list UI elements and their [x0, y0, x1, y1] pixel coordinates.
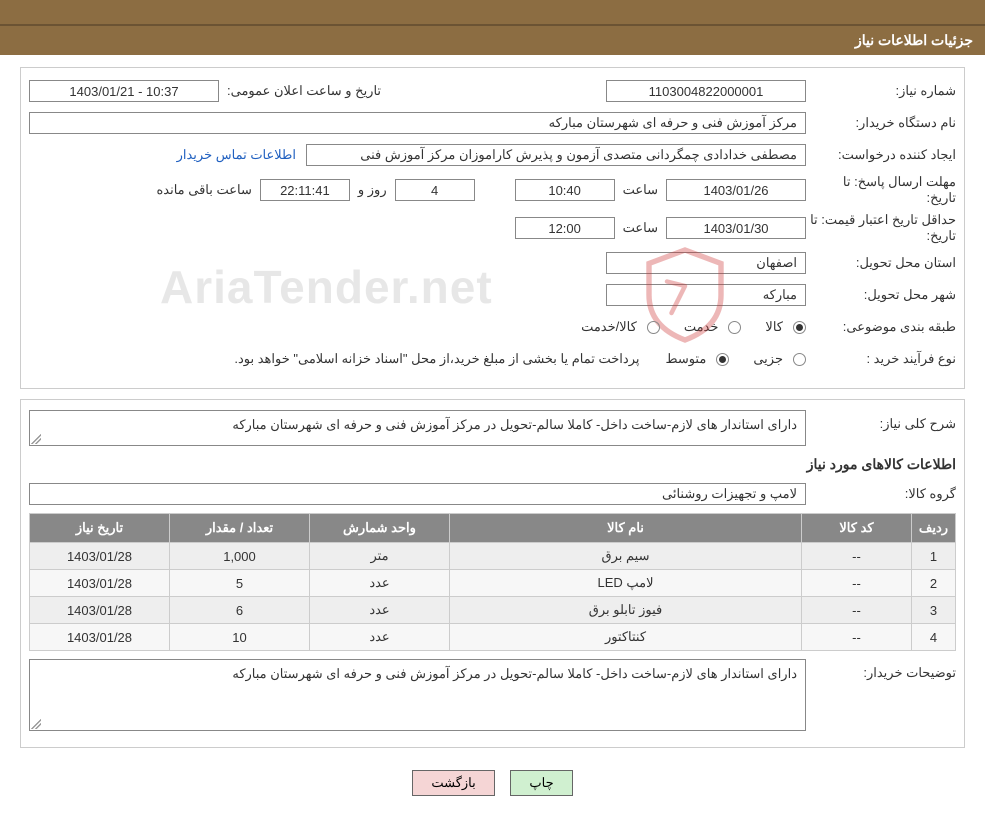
- need-number-field: 1103004822000001: [606, 80, 806, 102]
- category-label: طبقه بندی موضوعی:: [806, 319, 956, 335]
- table-cell: 1,000: [170, 543, 310, 570]
- table-cell: 4: [912, 624, 956, 651]
- buyer-field: مرکز آموزش فنی و حرفه ای شهرستان مبارکه: [29, 112, 806, 134]
- table-cell: عدد: [310, 597, 450, 624]
- buyer-label: نام دستگاه خریدار:: [806, 115, 956, 131]
- goods-heading: اطلاعات کالاهای مورد نیاز: [29, 456, 956, 473]
- buyer-notes-textarea[interactable]: دارای استاندار های لازم-ساخت داخل- کاملا…: [29, 659, 806, 731]
- table-cell: 1403/01/28: [30, 543, 170, 570]
- need-section: شرح کلی نیاز: دارای استاندار های لازم-سا…: [20, 399, 965, 748]
- table-row: 4--کنتاکتورعدد101403/01/28: [30, 624, 956, 651]
- radio-goods[interactable]: [793, 321, 806, 334]
- requester-field: مصطفی خدادادی چمگردانی متصدی آزمون و پذی…: [306, 144, 806, 166]
- table-cell: 10: [170, 624, 310, 651]
- days-field: 4: [395, 179, 475, 201]
- table-cell: 1403/01/28: [30, 570, 170, 597]
- radio-partial-label: جزیی: [753, 351, 783, 367]
- resize-handle-icon[interactable]: [31, 434, 41, 444]
- radio-medium[interactable]: [716, 353, 729, 366]
- province-label: استان محل تحویل:: [806, 255, 956, 271]
- radio-goods-label: کالا: [765, 319, 783, 335]
- requester-label: ایجاد کننده درخواست:: [806, 147, 956, 163]
- table-cell: متر: [310, 543, 450, 570]
- table-row: 2--لامپ LEDعدد51403/01/28: [30, 570, 956, 597]
- desc-textarea[interactable]: دارای استاندار های لازم-ساخت داخل- کاملا…: [29, 410, 806, 446]
- payment-note: پرداخت تمام یا بخشی از مبلغ خرید،از محل …: [234, 351, 647, 367]
- th-qty: تعداد / مقدار: [170, 514, 310, 543]
- announce-field: 10:37 - 1403/01/21: [29, 80, 219, 102]
- radio-partial[interactable]: [793, 353, 806, 366]
- button-row: چاپ بازگشت: [0, 758, 985, 808]
- time-label-1: ساعت: [615, 182, 666, 198]
- deadline-date-field: 1403/01/26: [666, 179, 806, 201]
- radio-goods-service-label: کالا/خدمت: [581, 319, 637, 335]
- info-section: شماره نیاز: 1103004822000001 تاریخ و ساع…: [20, 67, 965, 389]
- table-cell: --: [802, 624, 912, 651]
- table-cell: 3: [912, 597, 956, 624]
- table-cell: 6: [170, 597, 310, 624]
- group-field: لامپ و تجهیزات روشنائی: [29, 483, 806, 505]
- radio-medium-label: متوسط: [665, 351, 706, 367]
- table-cell: عدد: [310, 624, 450, 651]
- city-field: مبارکه: [606, 284, 806, 306]
- table-cell: 1403/01/28: [30, 624, 170, 651]
- validity-time-field: 12:00: [515, 217, 615, 239]
- table-cell: فیوز تابلو برق: [450, 597, 802, 624]
- th-name: نام کالا: [450, 514, 802, 543]
- buyer-notes-text: دارای استاندار های لازم-ساخت داخل- کاملا…: [232, 666, 797, 681]
- deadline-time-field: 10:40: [515, 179, 615, 201]
- need-number-label: شماره نیاز:: [806, 83, 956, 99]
- countdown-field: 22:11:41: [260, 179, 350, 201]
- th-code: کد کالا: [802, 514, 912, 543]
- validity-label: حداقل تاریخ اعتبار قیمت: تا تاریخ:: [806, 212, 956, 244]
- table-cell: سیم برق: [450, 543, 802, 570]
- table-cell: --: [802, 597, 912, 624]
- table-cell: --: [802, 543, 912, 570]
- table-header-row: ردیف کد کالا نام کالا واحد شمارش تعداد /…: [30, 514, 956, 543]
- province-field: اصفهان: [606, 252, 806, 274]
- announce-label: تاریخ و ساعت اعلان عمومی:: [219, 83, 389, 99]
- table-cell: 5: [170, 570, 310, 597]
- th-date: تاریخ نیاز: [30, 514, 170, 543]
- table-row: 3--فیوز تابلو برقعدد61403/01/28: [30, 597, 956, 624]
- remaining-label: ساعت باقی مانده: [148, 182, 259, 198]
- radio-goods-service[interactable]: [647, 321, 660, 334]
- print-button[interactable]: چاپ: [510, 770, 572, 796]
- city-label: شهر محل تحویل:: [806, 287, 956, 303]
- table-cell: --: [802, 570, 912, 597]
- contact-link[interactable]: اطلاعات تماس خریدار: [177, 147, 306, 163]
- table-cell: لامپ LED: [450, 570, 802, 597]
- goods-table: ردیف کد کالا نام کالا واحد شمارش تعداد /…: [29, 513, 956, 651]
- radio-service[interactable]: [728, 321, 741, 334]
- validity-date-field: 1403/01/30: [666, 217, 806, 239]
- days-and-label: روز و: [350, 182, 395, 198]
- back-button[interactable]: بازگشت: [412, 770, 494, 796]
- table-cell: کنتاکتور: [450, 624, 802, 651]
- category-radios: کالا خدمت کالا/خدمت: [563, 319, 806, 335]
- time-label-2: ساعت: [615, 220, 666, 236]
- table-cell: 2: [912, 570, 956, 597]
- buyer-notes-label: توضیحات خریدار:: [806, 659, 956, 681]
- th-row: ردیف: [912, 514, 956, 543]
- th-unit: واحد شمارش: [310, 514, 450, 543]
- table-cell: عدد: [310, 570, 450, 597]
- desc-label: شرح کلی نیاز:: [806, 410, 956, 432]
- page-title: جزئیات اطلاعات نیاز: [0, 26, 985, 55]
- resize-handle-icon[interactable]: [31, 719, 41, 729]
- radio-service-label: خدمت: [684, 319, 719, 335]
- table-cell: 1403/01/28: [30, 597, 170, 624]
- purchase-type-radios: جزیی متوسط: [647, 351, 806, 367]
- deadline-label: مهلت ارسال پاسخ: تا تاریخ:: [806, 174, 956, 206]
- desc-text: دارای استاندار های لازم-ساخت داخل- کاملا…: [232, 417, 797, 432]
- purchase-type-label: نوع فرآیند خرید :: [806, 351, 956, 367]
- group-label: گروه کالا:: [806, 486, 956, 502]
- table-cell: 1: [912, 543, 956, 570]
- table-row: 1--سیم برقمتر1,0001403/01/28: [30, 543, 956, 570]
- top-bar: [0, 0, 985, 26]
